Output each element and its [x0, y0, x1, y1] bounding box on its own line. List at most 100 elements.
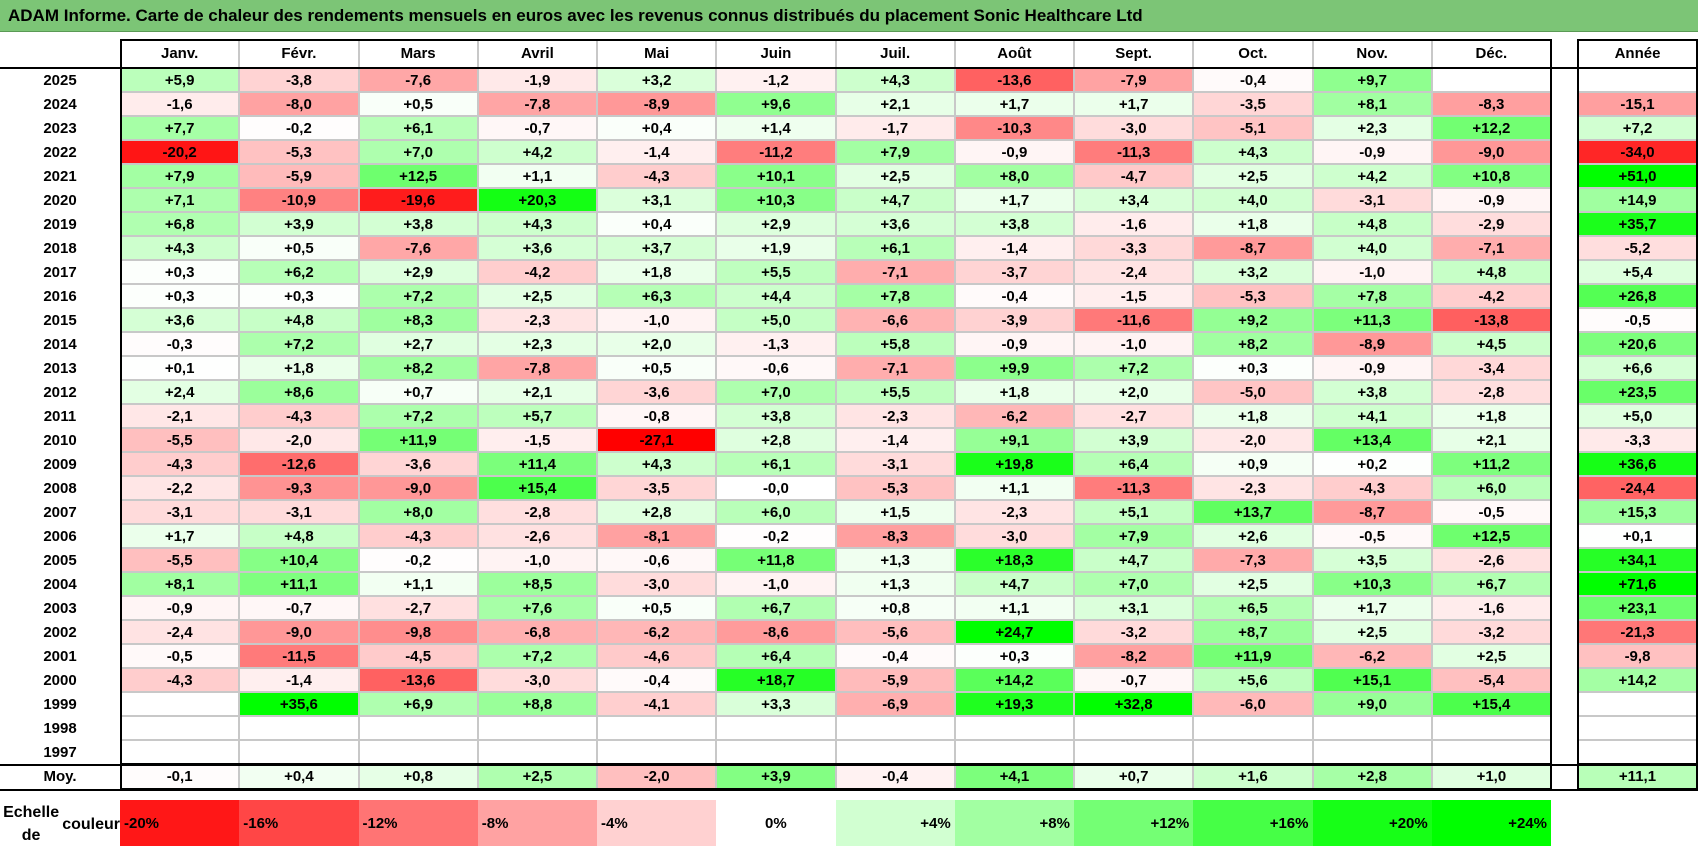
heatmap-cell: -4,3: [597, 164, 717, 188]
year-label: 2007: [43, 503, 77, 521]
heatmap-cell: -3,8: [239, 68, 359, 92]
heatmap-cell: +4,3: [1193, 140, 1313, 164]
color-scale-label-line1: Echelle de: [3, 804, 60, 844]
heatmap-cell: -7,1: [1431, 236, 1551, 260]
heatmap-cell: -0,2: [358, 548, 478, 572]
heatmap-cell: +0,9: [1193, 452, 1313, 476]
average-cell: +2,5: [477, 764, 597, 789]
heatmap-cell: -3,1: [120, 500, 240, 524]
heatmap-cell: +6,5: [1193, 596, 1313, 620]
heatmap-cell: [1312, 716, 1432, 740]
heatmap-cell: +4,8: [239, 524, 359, 548]
year-label: 2018: [43, 239, 77, 257]
heatmap-cell: +15,1: [1312, 668, 1432, 692]
heatmap-cell: +9,0: [1312, 692, 1432, 716]
heatmap-cell: +0,8: [835, 596, 955, 620]
heatmap-cell: -1,9: [477, 68, 597, 92]
color-scale-step: -12%: [358, 800, 478, 846]
heatmap-cell: +6,1: [358, 116, 478, 140]
heatmap-cell: +12,5: [1431, 524, 1551, 548]
heatmap-cell: -5,0: [1193, 380, 1313, 404]
color-scale-step: +4%: [835, 800, 955, 846]
annual-cell: +36,6: [1577, 452, 1698, 476]
annual-cell: -21,3: [1577, 620, 1698, 644]
year-label: 2003: [43, 599, 77, 617]
heatmap-cell: [477, 740, 597, 764]
heatmap-cell: +4,2: [477, 140, 597, 164]
month-header: Sept.: [1074, 39, 1194, 68]
heatmap-cell: +4,5: [1431, 332, 1551, 356]
heatmap-cell: +1,8: [1431, 404, 1551, 428]
heatmap-cell: +2,0: [1074, 380, 1194, 404]
heatmap-cell: -1,0: [1074, 332, 1194, 356]
title-bar: ADAM Informe. Carte de chaleur des rende…: [0, 0, 1698, 32]
heatmap-cell: +6,4: [1074, 452, 1194, 476]
heatmap-cell: +4,3: [835, 68, 955, 92]
heatmap-cell: +5,1: [1074, 500, 1194, 524]
heatmap-cell: +2,9: [716, 212, 836, 236]
heatmap-cell: -9,8: [358, 620, 478, 644]
heatmap-cell: -3,0: [1074, 116, 1194, 140]
heatmap-cell: [1193, 716, 1313, 740]
heatmap-cell: -1,4: [954, 236, 1074, 260]
heatmap-cell: +3,9: [1074, 428, 1194, 452]
average-annual-cell: +11,1: [1577, 764, 1698, 789]
heatmap-cell: -2,1: [120, 404, 240, 428]
heatmap-cell: -5,3: [835, 476, 955, 500]
heatmap-cell: [1074, 740, 1194, 764]
heatmap-cell: +6,1: [835, 236, 955, 260]
heatmap-cell: -2,7: [1074, 404, 1194, 428]
heatmap-cell: +0,7: [358, 380, 478, 404]
month-header: Mars: [358, 39, 478, 68]
heatmap-cell: -6,8: [477, 620, 597, 644]
heatmap-cell: +12,2: [1431, 116, 1551, 140]
heatmap-cell: +1,1: [954, 476, 1074, 500]
year-label: 2014: [43, 335, 77, 353]
year-label: 2001: [43, 647, 77, 665]
color-scale-label: Echelle de couleur: [0, 800, 120, 848]
heatmap-cell: -8,9: [597, 92, 717, 116]
heatmap-cell: +13,7: [1193, 500, 1313, 524]
heatmap-cell: +9,1: [954, 428, 1074, 452]
heatmap-cell: +2,5: [477, 284, 597, 308]
heatmap-cell: -1,6: [1431, 596, 1551, 620]
heatmap-cell: +1,8: [1193, 404, 1313, 428]
annual-cell: +0,1: [1577, 524, 1698, 548]
annual-cell: +15,3: [1577, 500, 1698, 524]
heatmap-cell: [716, 716, 836, 740]
heatmap-cell: -1,7: [835, 116, 955, 140]
year-label: 2011: [43, 407, 77, 425]
year-label: 2004: [43, 575, 77, 593]
average-cell: +3,9: [716, 764, 836, 789]
heatmap-cell: -2,3: [477, 308, 597, 332]
heatmap-cell: +6,0: [1431, 476, 1551, 500]
color-scale-label-line2: couleur: [62, 815, 120, 833]
heatmap-cell: [358, 716, 478, 740]
heatmap-cell: -2,8: [477, 500, 597, 524]
heatmap-cell: -19,6: [358, 188, 478, 212]
heatmap-cell: +2,5: [1193, 572, 1313, 596]
average-cell: +0,4: [239, 764, 359, 789]
month-header: Mai: [597, 39, 717, 68]
heatmap-cell: -7,3: [1193, 548, 1313, 572]
year-label: 2010: [43, 431, 77, 449]
heatmap-cell: +3,6: [477, 236, 597, 260]
average-cell: +1,6: [1193, 764, 1313, 789]
heatmap-cell: +5,6: [1193, 668, 1313, 692]
heatmap-cell: -1,4: [239, 668, 359, 692]
color-scale-step: +20%: [1312, 800, 1432, 846]
heatmap-cell: +7,9: [835, 140, 955, 164]
heatmap-cell: -3,5: [1193, 92, 1313, 116]
heatmap-cell: -8,0: [239, 92, 359, 116]
heatmap-cell: +0,3: [120, 284, 240, 308]
heatmap-cell: -0,7: [1074, 668, 1194, 692]
heatmap-cell: -5,3: [239, 140, 359, 164]
heatmap-cell: -2,4: [120, 620, 240, 644]
heatmap-cell: -2,4: [1074, 260, 1194, 284]
heatmap-cell: -0,9: [120, 596, 240, 620]
heatmap-cell: +3,8: [358, 212, 478, 236]
heatmap-cell: -0,5: [1431, 500, 1551, 524]
heatmap-cell: -12,6: [239, 452, 359, 476]
heatmap-cell: -4,3: [120, 452, 240, 476]
heatmap-cell: [120, 716, 240, 740]
